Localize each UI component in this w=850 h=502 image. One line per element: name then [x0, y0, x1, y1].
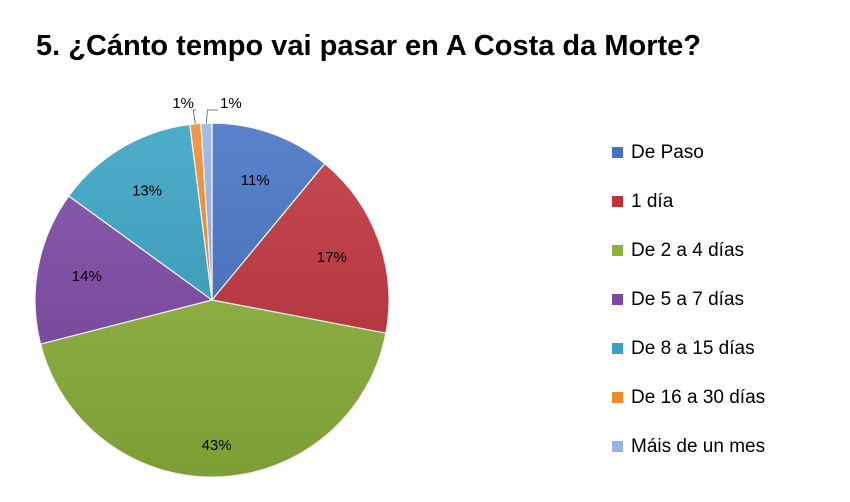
legend: De Paso 1 día De 2 a 4 días De 5 a 7 días De… [612, 128, 765, 471]
legend-swatch [612, 441, 623, 452]
leader-line-mais-de-un-mes [206, 109, 218, 124]
pie-labels: 11% 17% 43% 14% 13% 1% 1% [72, 95, 347, 454]
legend-item-mais-de-un-mes: Máis de un mes [612, 422, 765, 471]
legend-item-de-paso: De Paso [612, 128, 765, 177]
data-label-de-8-a-15-dias: 13% [132, 182, 162, 199]
legend-label: De 8 a 15 días [631, 337, 755, 359]
legend-item-1-dia: 1 día [612, 177, 765, 226]
data-label-de-16-a-30-dias: 1% [172, 95, 194, 112]
legend-swatch [612, 147, 623, 158]
legend-item-de-2-a-4-dias: De 2 a 4 días [612, 226, 765, 275]
legend-label: Máis de un mes [631, 435, 766, 457]
legend-label: 1 día [631, 190, 674, 212]
legend-label: De 2 a 4 días [631, 239, 745, 261]
legend-item-de-16-a-30-dias: De 16 a 30 días [612, 373, 765, 422]
legend-label: De Paso [631, 141, 704, 163]
chart-title: 5. ¿Cánto tempo vai pasar en A Costa da … [36, 30, 701, 62]
legend-label: De 16 a 30 días [631, 386, 766, 408]
data-label-de-paso: 11% [241, 172, 270, 189]
legend-swatch [612, 294, 623, 305]
legend-label: De 5 a 7 días [631, 288, 745, 310]
data-label-1-dia: 17% [317, 249, 347, 266]
legend-item-de-8-a-15-dias: De 8 a 15 días [612, 324, 765, 373]
legend-swatch [612, 392, 623, 403]
legend-swatch [612, 343, 623, 354]
data-label-de-2-a-4-dias: 43% [202, 437, 232, 454]
legend-item-de-5-a-7-dias: De 5 a 7 días [612, 275, 765, 324]
data-label-mais-de-un-mes: 1% [220, 95, 242, 112]
leader-line-de-16-a-30-dias [192, 109, 196, 124]
pie-slices [34, 122, 390, 478]
data-label-de-5-a-7-dias: 14% [72, 268, 102, 285]
legend-swatch [612, 196, 623, 207]
legend-swatch [612, 245, 623, 256]
